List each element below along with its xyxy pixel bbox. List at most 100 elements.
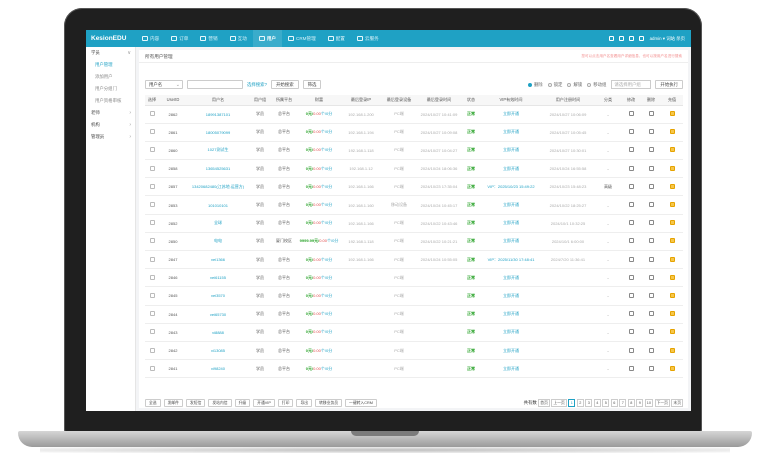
vip-status[interactable]: 立即开通 xyxy=(481,214,541,233)
page-button[interactable]: 6 xyxy=(610,399,618,407)
search-input[interactable] xyxy=(187,80,243,89)
page-button[interactable]: 1 xyxy=(568,399,576,407)
refresh-icon[interactable] xyxy=(638,36,644,41)
coin-icon[interactable] xyxy=(669,111,675,117)
home-icon[interactable] xyxy=(608,36,614,41)
radio-dot[interactable] xyxy=(547,82,552,87)
nav-item[interactable]: CRM管理 xyxy=(282,30,322,47)
sidebar-item[interactable]: 用户管理 xyxy=(86,59,135,71)
trash-icon[interactable] xyxy=(648,274,654,280)
edit-icon[interactable] xyxy=(628,129,634,135)
nav-item[interactable]: 内容 xyxy=(136,30,165,47)
edit-icon[interactable] xyxy=(628,292,634,298)
execute-button[interactable]: 开始执行 xyxy=(655,80,683,89)
vip-status[interactable]: 立即开通 xyxy=(481,159,541,179)
edit-icon[interactable] xyxy=(628,202,634,208)
coin-icon[interactable] xyxy=(669,347,675,353)
nav-item[interactable]: 云服务 xyxy=(351,30,385,47)
vip-status[interactable]: 立即开通 xyxy=(481,305,541,324)
radio-dot[interactable] xyxy=(587,82,592,87)
edit-icon[interactable] xyxy=(628,183,634,189)
batch-button[interactable]: 发站内信 xyxy=(208,399,232,407)
nav-item[interactable]: 营销 xyxy=(194,30,223,47)
edit-icon[interactable] xyxy=(628,165,634,171)
coin-icon[interactable] xyxy=(669,202,675,208)
edit-icon[interactable] xyxy=(628,311,634,317)
trash-icon[interactable] xyxy=(648,329,654,335)
username[interactable]: vei3570 xyxy=(187,286,249,306)
username[interactable]: vei61155 xyxy=(187,268,249,288)
first-page-button[interactable]: 首页 xyxy=(538,399,550,407)
sidebar-item[interactable]: 老师 › xyxy=(86,107,135,119)
row-checkbox[interactable] xyxy=(149,292,155,298)
filter-button[interactable]: 筛选 xyxy=(302,80,322,89)
prev-page-button[interactable]: 上一页 xyxy=(551,399,567,407)
username[interactable]: vi13085 xyxy=(187,341,249,361)
row-checkbox[interactable] xyxy=(149,165,155,171)
coin-icon[interactable] xyxy=(669,274,675,280)
vip-status[interactable]: 立即开通 xyxy=(481,105,541,124)
row-checkbox[interactable] xyxy=(149,129,155,135)
page-button[interactable]: 3 xyxy=(585,399,593,407)
page-button[interactable]: 5 xyxy=(602,399,610,407)
nav-item[interactable]: 配置 xyxy=(322,30,351,47)
edit-icon[interactable] xyxy=(628,111,634,117)
trash-icon[interactable] xyxy=(648,129,654,135)
vip-status[interactable]: VIP：2025/11/30 17:48:41 xyxy=(481,250,541,270)
coin-icon[interactable] xyxy=(669,292,675,298)
group-select[interactable]: 请选择用户组 xyxy=(611,80,652,89)
next-page-button[interactable]: 下一页 xyxy=(654,399,670,407)
edit-icon[interactable] xyxy=(628,238,634,244)
batch-button[interactable]: 一键转入CRM xyxy=(345,399,377,407)
radio-dot[interactable] xyxy=(567,82,572,87)
row-checkbox[interactable] xyxy=(149,111,155,117)
trash-icon[interactable] xyxy=(648,220,654,226)
sidebar-item[interactable]: 管理员 › xyxy=(86,131,135,143)
radio-option[interactable]: 解锁 xyxy=(567,82,582,88)
batch-button[interactable]: 全选 xyxy=(145,399,161,407)
row-checkbox[interactable] xyxy=(149,311,155,317)
radio-dot[interactable] xyxy=(527,82,532,87)
advanced-search-link[interactable]: 选择搜索? xyxy=(247,81,268,87)
nav-item[interactable]: 订单 xyxy=(165,30,194,47)
page-button[interactable]: 4 xyxy=(593,399,601,407)
nav-item[interactable]: 互动 xyxy=(224,30,253,47)
username[interactable]: 电电 xyxy=(187,232,249,252)
edit-icon[interactable] xyxy=(628,256,634,262)
row-checkbox[interactable] xyxy=(149,274,155,280)
edit-icon[interactable] xyxy=(628,220,634,226)
sidebar-item[interactable]: 学员 ∨ xyxy=(86,47,135,59)
coin-icon[interactable] xyxy=(669,311,675,317)
user-menu[interactable]: admin ▾ 词站 杀页 xyxy=(649,35,685,41)
batch-button[interactable]: 升级 xyxy=(234,399,251,407)
coin-icon[interactable] xyxy=(669,220,675,226)
batch-button[interactable]: 发邮件 xyxy=(163,399,183,407)
username[interactable]: vi8888 xyxy=(187,323,249,342)
page-button[interactable]: 8 xyxy=(627,399,635,407)
username[interactable]: vei1366 xyxy=(187,250,249,270)
row-checkbox[interactable] xyxy=(149,256,155,262)
batch-button[interactable]: 开通VIP xyxy=(253,399,275,407)
vip-status[interactable]: 立即开通 xyxy=(481,195,541,215)
batch-button[interactable]: 发短信 xyxy=(185,399,206,407)
last-page-button[interactable]: 末页 xyxy=(671,399,683,407)
vip-status[interactable]: 立即开通 xyxy=(481,141,541,161)
trash-icon[interactable] xyxy=(648,311,654,317)
edit-icon[interactable] xyxy=(628,147,634,153)
username[interactable]: vei65730 xyxy=(187,305,249,324)
trash-icon[interactable] xyxy=(648,147,654,153)
trash-icon[interactable] xyxy=(648,111,654,117)
row-checkbox[interactable] xyxy=(149,220,155,226)
phone-icon[interactable] xyxy=(628,36,634,41)
coin-icon[interactable] xyxy=(669,238,675,244)
row-checkbox[interactable] xyxy=(149,183,155,189)
trash-icon[interactable] xyxy=(648,256,654,262)
vip-status[interactable]: 立即开通 xyxy=(481,341,541,361)
batch-button[interactable]: 打印 xyxy=(277,399,294,407)
row-checkbox[interactable] xyxy=(149,202,155,208)
trash-icon[interactable] xyxy=(648,365,654,371)
coin-icon[interactable] xyxy=(669,256,675,262)
username[interactable]: 18991387101 xyxy=(187,105,249,124)
vip-status[interactable]: 立即开通 xyxy=(481,123,541,142)
trash-icon[interactable] xyxy=(648,202,654,208)
